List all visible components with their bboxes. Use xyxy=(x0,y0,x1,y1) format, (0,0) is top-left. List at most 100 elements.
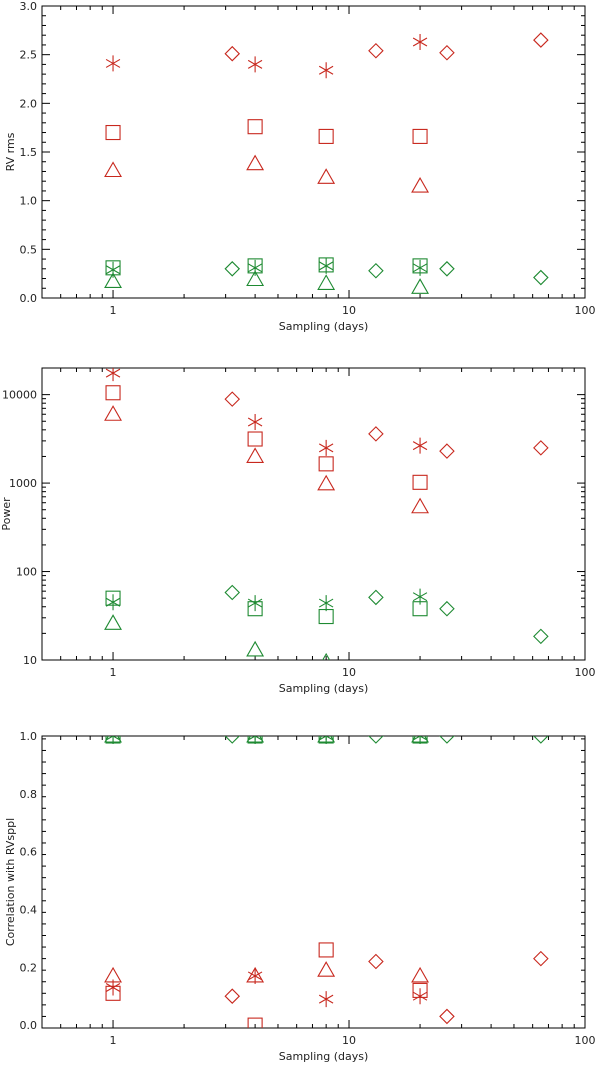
x-tick-label: 10 xyxy=(342,666,356,679)
data-point-green-triangle xyxy=(411,736,430,743)
data-point-red-diamond xyxy=(439,1008,455,1025)
chart-panel-2: 1 10 100 10 100 1000 10000 Sampling (days) Power xyxy=(0,367,596,695)
data-point-green-triangle xyxy=(246,736,265,743)
y-tick-label: 0.5 xyxy=(20,243,38,256)
data-point-red-star xyxy=(247,414,263,431)
data-point-red-square xyxy=(247,119,263,135)
data-point-green-diamond xyxy=(368,589,384,606)
data-point-red-diamond xyxy=(533,440,549,456)
x-tick-label: 100 xyxy=(575,666,596,679)
data-point-red-triangle xyxy=(104,966,122,983)
data-point-red-diamond xyxy=(439,443,455,459)
data-point-red-triangle xyxy=(246,966,265,983)
chart-panel-1: 1 10 100 0.0 0.5 1.0 1.5 2.0 2.5 3.0 Sampling (day… xyxy=(4,0,596,333)
data-point-green-square xyxy=(247,736,263,744)
data-point-green-diamond xyxy=(368,262,384,279)
data-point-green-star xyxy=(318,257,334,274)
data-point-red-square xyxy=(247,431,263,447)
data-point-green-diamond xyxy=(224,261,241,277)
data-point-green-diamond xyxy=(439,261,455,277)
y-tick-label: 100 xyxy=(16,566,37,579)
y-tick-label: 0.0 xyxy=(20,292,38,305)
data-point-green-triangle xyxy=(246,640,265,657)
data-point-red-diamond xyxy=(224,988,241,1004)
data-point-green-diamond xyxy=(224,736,241,744)
y-tick-label: 3.0 xyxy=(20,0,38,13)
data-point-red-square xyxy=(318,942,334,958)
data-point-red-star xyxy=(105,55,121,72)
x-tick-label: 1 xyxy=(110,666,117,679)
chart-panel-3: 1 10 100 0.0 0.2 0.4 0.6 0.8 1.0 Sampling (days) C… xyxy=(4,730,596,1063)
x-tick-label: 10 xyxy=(342,1034,356,1047)
data-point-red-triangle xyxy=(317,168,336,184)
x-tick-label: 1 xyxy=(110,1034,117,1047)
data-point-red-square xyxy=(247,1017,263,1028)
y-tick-label: 2.5 xyxy=(20,49,38,62)
data-markers xyxy=(104,368,549,660)
data-point-green-star xyxy=(105,594,121,611)
data-markers xyxy=(104,32,549,294)
y-tick-label: 0.6 xyxy=(20,846,38,859)
data-point-green-square xyxy=(318,257,334,273)
plot-frame xyxy=(41,5,586,299)
y-tick-label: 1.5 xyxy=(20,146,38,159)
y-tick-label: 1.0 xyxy=(20,195,38,208)
data-point-red-star xyxy=(412,34,428,51)
data-point-red-diamond xyxy=(368,42,384,59)
y-tick-label: 10000 xyxy=(2,389,37,402)
data-point-green-triangle xyxy=(246,270,265,287)
data-point-green-square xyxy=(412,258,428,274)
data-point-green-diamond xyxy=(533,628,549,645)
x-axis-label: Sampling (days) xyxy=(279,682,369,695)
data-point-red-diamond xyxy=(533,950,549,967)
y-tick-label: 1.0 xyxy=(20,730,38,743)
data-point-green-square xyxy=(412,601,428,617)
plot-frame xyxy=(41,735,586,1029)
data-point-green-triangle xyxy=(317,274,336,290)
data-point-green-star xyxy=(412,588,428,605)
data-point-red-diamond xyxy=(224,45,241,62)
data-point-green-square xyxy=(318,608,334,625)
data-point-red-triangle xyxy=(104,405,122,421)
data-point-green-diamond xyxy=(368,736,384,744)
data-point-red-triangle xyxy=(246,447,265,464)
y-tick-label: 0.8 xyxy=(20,788,38,801)
data-point-red-square xyxy=(105,985,121,1001)
y-axis-label: Power xyxy=(0,497,13,531)
data-point-green-diamond xyxy=(533,736,549,744)
data-point-red-star xyxy=(318,991,334,1008)
data-point-green-diamond xyxy=(533,269,549,286)
data-point-red-triangle xyxy=(317,961,336,977)
data-point-green-triangle xyxy=(104,614,122,630)
data-point-red-triangle xyxy=(317,474,336,491)
x-tick-label: 10 xyxy=(342,304,356,317)
data-point-green-star xyxy=(412,736,428,744)
data-point-green-diamond xyxy=(439,736,455,744)
data-point-red-square xyxy=(105,124,121,141)
data-point-green-square xyxy=(105,736,121,744)
data-point-red-triangle xyxy=(411,966,430,983)
data-point-green-square xyxy=(412,736,428,744)
y-axis-label: Correlation with RVsppl xyxy=(4,818,17,946)
data-point-green-square xyxy=(105,590,121,606)
data-point-red-triangle xyxy=(246,154,265,171)
data-point-red-star xyxy=(247,967,263,984)
data-point-green-triangle xyxy=(104,736,122,743)
data-point-red-star xyxy=(247,56,263,73)
y-tick-label: 10 xyxy=(23,654,37,667)
data-point-red-square xyxy=(412,128,428,144)
plot-frame xyxy=(41,367,586,661)
data-point-red-square xyxy=(318,456,334,472)
data-point-green-diamond xyxy=(439,600,455,617)
y-tick-label: 0.4 xyxy=(20,903,38,916)
data-point-red-star xyxy=(318,439,334,456)
y-tick-label: 0.0 xyxy=(20,1019,38,1032)
data-point-red-square xyxy=(318,128,334,144)
x-axis-label: Sampling (days) xyxy=(279,1050,369,1063)
y-axis-label: RV rms xyxy=(4,132,17,171)
data-point-red-star xyxy=(412,988,428,1005)
y-tick-label: 0.2 xyxy=(20,961,38,974)
data-point-green-triangle xyxy=(317,736,336,743)
